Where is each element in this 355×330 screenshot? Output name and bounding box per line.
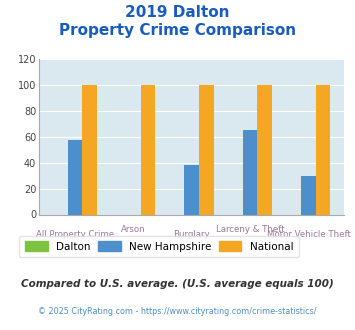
Text: © 2025 CityRating.com - https://www.cityrating.com/crime-statistics/: © 2025 CityRating.com - https://www.city… [38,307,317,316]
Bar [301,176,316,214]
Legend: Dalton, New Hampshire, National: Dalton, New Hampshire, National [20,236,299,257]
Bar [316,85,331,214]
Text: All Property Crime: All Property Crime [36,230,114,239]
Bar [243,130,257,214]
Bar [141,85,155,214]
Text: Property Crime Comparison: Property Crime Comparison [59,23,296,38]
Bar [184,165,199,215]
Text: Burglary: Burglary [173,230,210,239]
Bar [82,85,97,214]
Text: Compared to U.S. average. (U.S. average equals 100): Compared to U.S. average. (U.S. average … [21,279,334,289]
Bar [199,85,214,214]
Text: 2019 Dalton: 2019 Dalton [125,5,230,20]
Bar [257,85,272,214]
Bar [67,140,82,214]
Text: Larceny & Theft: Larceny & Theft [216,225,284,234]
Text: Motor Vehicle Theft: Motor Vehicle Theft [267,230,350,239]
Text: Arson: Arson [121,225,146,234]
